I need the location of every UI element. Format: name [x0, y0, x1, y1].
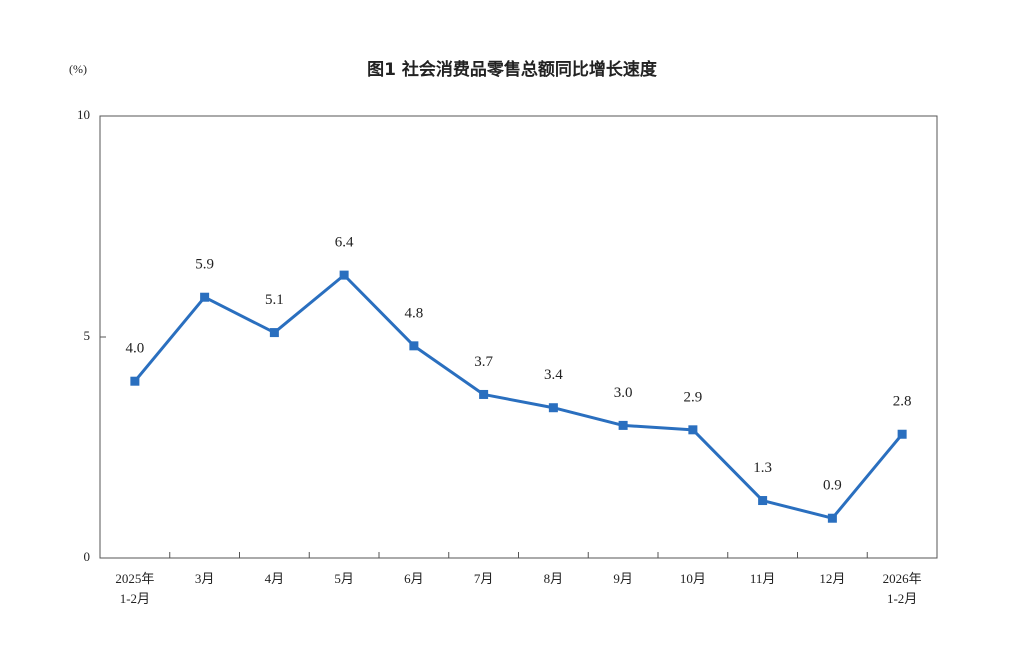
- data-point: [688, 425, 698, 435]
- data-point: [758, 496, 768, 506]
- data-label: 6.4: [335, 235, 354, 251]
- data-label: 5.9: [195, 257, 214, 273]
- data-line: [133, 273, 904, 520]
- x-tick-label: 6月: [404, 571, 424, 586]
- x-tick-label-line: 3月: [195, 571, 215, 586]
- data-point: [618, 420, 628, 430]
- x-tick-label: 9月: [613, 571, 633, 586]
- x-tick-label: 3月: [195, 571, 215, 586]
- data-label: 4.8: [405, 305, 424, 321]
- data-point: [409, 341, 419, 351]
- x-tick-label-line: 9月: [613, 571, 633, 586]
- data-label: 3.0: [614, 385, 633, 401]
- x-tick-label: 12月: [819, 571, 845, 586]
- data-point: [130, 376, 140, 386]
- x-tick-label-line: 2026年: [883, 571, 922, 586]
- data-label: 0.9: [823, 478, 842, 494]
- data-point: [548, 403, 558, 413]
- x-tick-label-line: 2025年: [115, 571, 154, 586]
- data-point: [200, 292, 210, 302]
- y-tick-label: 10: [77, 107, 90, 122]
- y-tick-label: 5: [84, 328, 91, 343]
- x-tick-label: 2026年 1-2月: [883, 571, 922, 606]
- data-label: 2.9: [684, 389, 703, 405]
- data-label: 3.7: [474, 354, 493, 370]
- data-label: 5.1: [265, 292, 284, 308]
- data-label: 4.0: [126, 341, 145, 357]
- x-tick-label-line: 11月: [750, 571, 776, 586]
- x-tick-label-line: 6月: [404, 571, 424, 586]
- data-point: [897, 429, 907, 439]
- x-tick-label: 5月: [334, 571, 354, 586]
- x-tick-label-line: 12月: [819, 571, 845, 586]
- y-unit: (%): [69, 62, 87, 76]
- x-tick-label: 10月: [680, 571, 706, 586]
- chart-title: 图1 社会消费品零售总额同比增长速度: [367, 59, 658, 80]
- x-tick-label-line: 7月: [474, 571, 494, 586]
- data-point: [827, 513, 837, 523]
- x-tick-label-line: 10月: [680, 571, 706, 586]
- y-tick-label: 0: [84, 549, 91, 564]
- plot-frame: [99, 115, 938, 559]
- x-tick-label-line: 4月: [265, 571, 285, 586]
- x-tick-label-line: 1-2月: [120, 591, 150, 606]
- x-tick-label-line: 8月: [544, 571, 564, 586]
- x-tick-label: 2025年 1-2月: [115, 571, 154, 606]
- data-label: 3.4: [544, 367, 563, 383]
- data-label: 1.3: [753, 460, 772, 476]
- x-tick-label: 7月: [474, 571, 494, 586]
- x-tick-label-line: 1-2月: [887, 591, 917, 606]
- x-tick-label: 4月: [265, 571, 285, 586]
- data-label: 2.8: [893, 394, 912, 410]
- data-point: [479, 389, 489, 399]
- data-point: [339, 270, 349, 280]
- x-tick-label: 8月: [544, 571, 564, 586]
- x-tick-label-line: 5月: [334, 571, 354, 586]
- data-point: [269, 328, 279, 338]
- x-tick-label: 11月: [750, 571, 776, 586]
